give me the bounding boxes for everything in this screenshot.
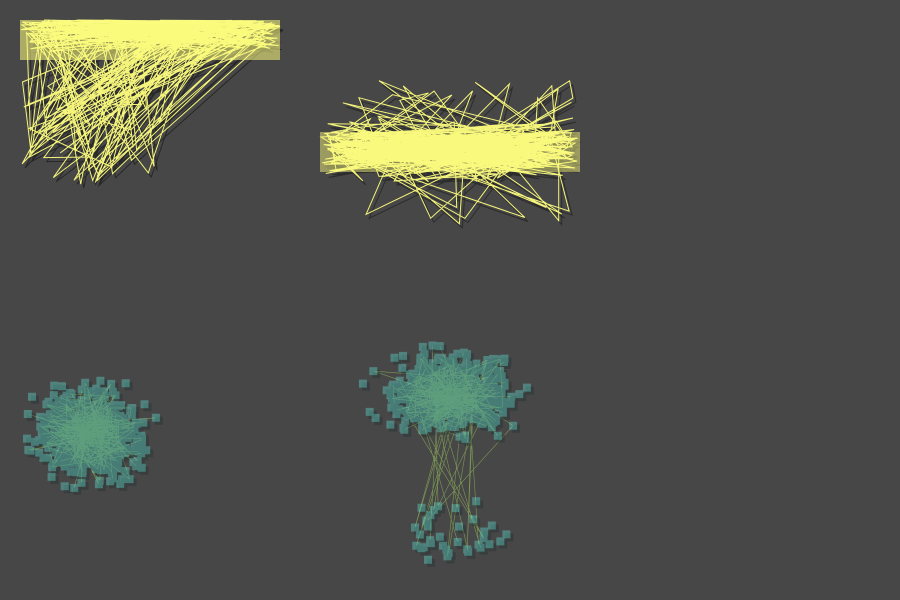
cyan-squares [358,341,531,564]
yellow-lines-panel-band [319,79,581,229]
green-edges [373,345,514,557]
yellow-lines-strokes [20,19,281,185]
green-edges [27,382,156,488]
yellow-band-core [320,132,580,172]
cyan-panel-top-shadows [361,344,534,567]
cyan-panel-top-nodes [358,341,531,564]
cyan-squares-panel-top [358,341,534,567]
yellow-dense-area [20,20,280,60]
square-shadows [26,379,163,495]
cyan-panel-left-edges [27,382,156,488]
yellow-lines-panel-top-left [20,19,284,189]
yellow-band-strokes [319,79,580,225]
cyan-squares-panel-left [23,376,163,495]
cyan-panel-left-nodes [23,376,160,492]
cyan-squares [23,376,160,492]
cyan-panel-top-edges [373,345,514,557]
square-shadows [361,344,534,567]
cyan-panel-left-shadows [26,379,163,495]
yellow-band-path [319,79,578,225]
